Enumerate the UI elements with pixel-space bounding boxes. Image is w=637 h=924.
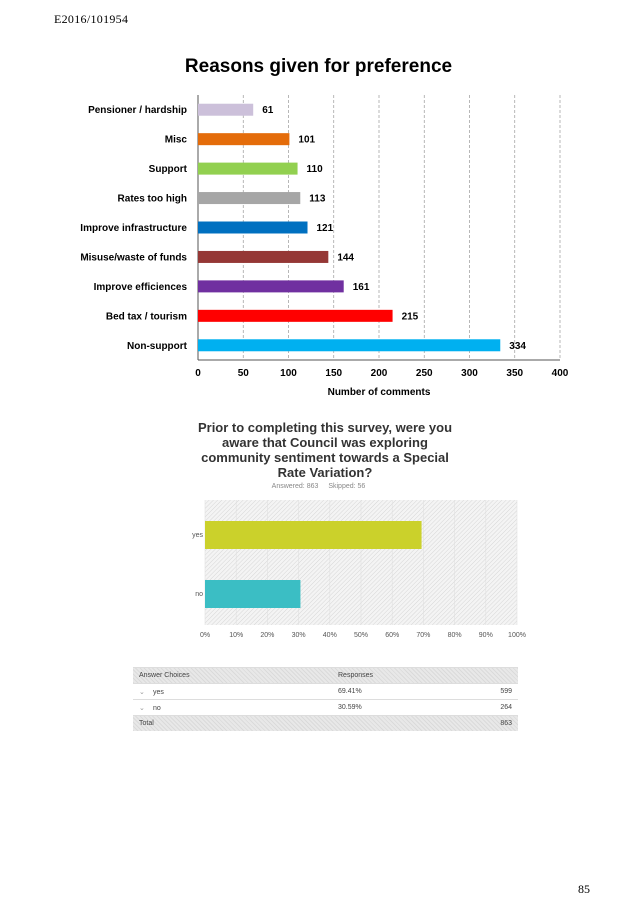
category-label: Misc (165, 135, 188, 146)
x-tick-label: 90% (479, 632, 493, 639)
x-tick-label: 70% (416, 632, 430, 639)
x-tick-label: 400 (552, 368, 569, 379)
survey-question-title: Prior to completing this survey, were yo… (197, 420, 453, 480)
bar (198, 133, 290, 146)
table-total-row: Total 863 (133, 715, 518, 731)
awareness-bar-chart: 0% 10% 20% 30% 40% 50% 60% 70% 80% 90% 100% yes no (192, 500, 526, 639)
table-row[interactable]: ⌄ yes 69.41% 599 (133, 683, 518, 699)
table-row[interactable]: ⌄ no 30.59% 264 (133, 699, 518, 715)
x-tick-label: 30% (292, 632, 306, 639)
bar (198, 309, 393, 322)
data-label: 144 (337, 252, 354, 263)
bar (198, 339, 501, 352)
table-header-row: Answer Choices Responses (133, 667, 518, 683)
x-tick-label: 300 (461, 368, 478, 379)
percent-cell: 30.59% (338, 704, 362, 711)
bar (198, 192, 301, 205)
data-label: 101 (298, 135, 315, 146)
x-tick-label: 80% (448, 632, 462, 639)
skipped-count: Skipped: 56 (328, 483, 366, 490)
data-label: 334 (509, 341, 526, 352)
percent-cell: 69.41% (338, 688, 362, 695)
document-reference: E2016/101954 (54, 12, 129, 26)
data-label: 215 (402, 311, 419, 322)
count-cell: 599 (500, 688, 512, 695)
data-label: 61 (262, 105, 274, 116)
x-tick-label: 350 (506, 368, 523, 379)
bar (198, 280, 344, 293)
x-tick-label: 40% (323, 632, 337, 639)
answer-cell: ⌄ no (133, 704, 338, 712)
header-answer-choices[interactable]: Answer Choices (139, 672, 190, 679)
data-label: 121 (317, 223, 334, 234)
bar (198, 221, 308, 234)
category-label: Support (149, 164, 188, 175)
x-tick-label: 10% (229, 632, 243, 639)
answered-count: Answered: 863 (271, 483, 319, 490)
page-number: 85 (578, 882, 590, 896)
data-label: 161 (353, 282, 370, 293)
category-label: Rates too high (118, 194, 187, 205)
answer-label: no (153, 704, 161, 712)
bar (205, 521, 422, 549)
x-tick-label: 20% (260, 632, 274, 639)
bar (198, 103, 254, 116)
category-label: no (195, 591, 203, 598)
x-tick-label: 150 (325, 368, 342, 379)
bar (205, 580, 301, 608)
x-tick-label: 0 (195, 368, 201, 379)
data-label: 110 (307, 164, 324, 175)
expand-icon[interactable]: ⌄ (139, 688, 145, 696)
category-label: Improve infrastructure (80, 223, 187, 234)
category-label: Bed tax / tourism (106, 311, 187, 322)
answer-label: yes (153, 688, 164, 696)
x-tick-label: 50% (354, 632, 368, 639)
category-label: Improve efficiences (94, 282, 188, 293)
category-label: Non-support (127, 341, 188, 352)
expand-icon[interactable]: ⌄ (139, 704, 145, 712)
x-axis-title: Number of comments (328, 387, 431, 398)
response-table: Answer Choices Responses ⌄ yes 69.41% 599… (133, 667, 518, 731)
category-label: Misuse/waste of funds (80, 252, 187, 263)
total-label: Total (139, 720, 154, 727)
reasons-bar-chart: 0 50 100 150 200 250 300 350 400 Pensioner / hard… (80, 95, 569, 398)
x-tick-label: 60% (385, 632, 399, 639)
x-tick-label: 100% (508, 632, 526, 639)
category-label: yes (192, 532, 203, 539)
x-tick-label: 0% (200, 632, 210, 639)
x-tick-label: 100 (280, 368, 297, 379)
answer-cell: ⌄ yes (133, 688, 338, 696)
header-responses[interactable]: Responses (338, 672, 374, 679)
survey-stats: Answered: 863 Skipped: 56 (0, 483, 637, 490)
bar (198, 162, 298, 175)
x-tick-label: 50 (238, 368, 250, 379)
chart-title-reasons: Reasons given for preference (184, 56, 453, 77)
category-label: Pensioner / hardship (88, 105, 187, 116)
x-tick-label: 200 (371, 368, 388, 379)
x-tick-label: 250 (416, 368, 433, 379)
bar (198, 250, 329, 263)
data-label: 113 (309, 194, 326, 205)
total-count: 863 (500, 720, 512, 727)
count-cell: 264 (500, 704, 512, 711)
